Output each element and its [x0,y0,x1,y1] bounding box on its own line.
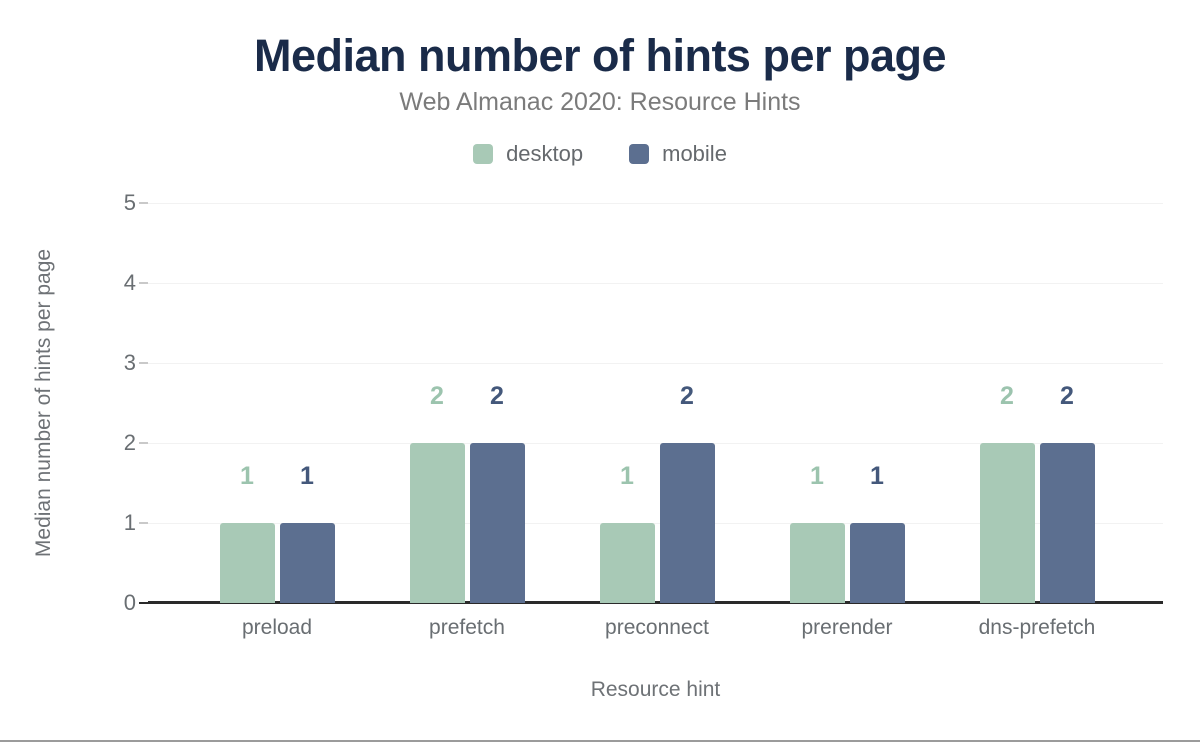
gridline [148,283,1163,284]
bar-group [219,523,335,603]
bar-value-label: 2 [680,382,694,410]
bar-mobile[interactable] [469,443,525,603]
y-tick-label: 0 [123,590,136,615]
bar-value-label: 1 [870,462,884,490]
legend-item-desktop[interactable]: desktop [473,141,583,167]
legend-label: mobile [662,141,727,166]
legend-item-mobile[interactable]: mobile [629,141,727,167]
bar-desktop[interactable] [979,443,1035,603]
bar-mobile[interactable] [849,523,905,603]
bar-mobile[interactable] [1039,443,1095,603]
bar-value-label: 2 [490,382,504,410]
x-category-label: preload [241,616,313,639]
bar-group [409,443,525,603]
x-category-label: preconnect [605,616,709,639]
bar-desktop[interactable] [219,523,275,603]
bar-mobile[interactable] [659,443,715,603]
y-tick-mark [139,442,148,444]
bar-mobile[interactable] [279,523,335,603]
y-tick-mark [139,202,148,204]
bar-group [599,443,715,603]
x-axis-line [148,601,1163,604]
x-category-label: prefetch [429,616,505,639]
y-tick-label: 1 [123,510,136,535]
legend-swatch-icon [629,144,650,164]
y-tick-label: 4 [123,270,136,295]
bar-value-label: 1 [300,462,314,490]
bar-value-label: 2 [430,382,444,410]
bar-value-label: 2 [1060,382,1074,410]
gridline [148,443,1163,444]
y-tick-mark [139,522,148,524]
chart-subtitle: Web Almanac 2020: Resource Hints [399,88,801,116]
bar-desktop[interactable] [409,443,465,603]
y-tick-label: 2 [123,430,136,455]
legend: desktop mobile [0,141,1200,167]
y-tick-mark [139,602,148,604]
legend-label: desktop [506,141,584,166]
gridline [148,203,1163,204]
x-category-label: prerender [801,616,893,639]
x-axis-title: Resource hint [590,678,721,701]
y-axis-title: Median number of hints per page [32,248,55,558]
bar-value-label: 1 [240,462,254,490]
bar-desktop[interactable] [789,523,845,603]
y-tick-mark [139,362,148,364]
y-tick-label: 3 [123,350,136,375]
bar-value-label: 2 [1000,382,1014,410]
chart-title: Median number of hints per page [253,30,947,81]
gridline [148,363,1163,364]
y-tick-label: 5 [123,190,136,215]
gridline [148,523,1163,524]
bar-group [789,523,905,603]
plot-area: 0 1 2 3 4 5 1 1 preload 2 2 prefetch 1 2 preconnect 1 1 p… [124,190,1163,639]
legend-swatch-icon [473,144,494,164]
bar-group [979,443,1095,603]
bar-value-label: 1 [810,462,824,490]
x-category-label: dns-prefetch [978,616,1096,639]
y-tick-mark [139,282,148,284]
bar-value-label: 1 [620,462,634,490]
bar-desktop[interactable] [599,523,655,603]
